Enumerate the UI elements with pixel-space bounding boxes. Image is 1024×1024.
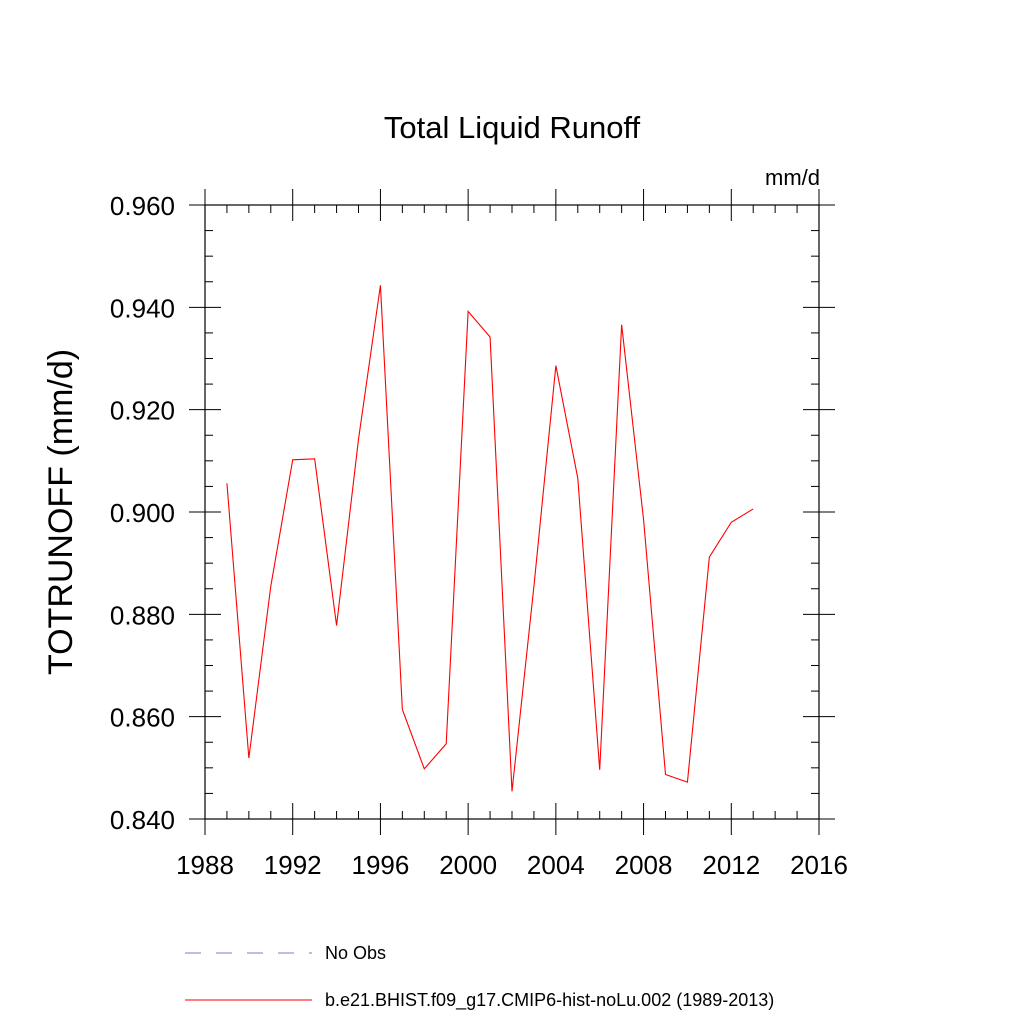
- y-tick-label: 0.880: [110, 600, 175, 630]
- y-tick-label: 0.840: [110, 805, 175, 835]
- legend: No Obs b.e21.BHIST.f09_g17.CMIP6-hist-noL…: [185, 943, 774, 1011]
- x-tick-label: 2000: [439, 850, 497, 880]
- series-layer: [226, 285, 754, 792]
- chart-title: Total Liquid Runoff: [384, 110, 641, 145]
- x-tick-label: 1996: [352, 850, 410, 880]
- axis-ticks: 1988 1992 1996 2000 2004 2008 2012 2016 0.840 0.8…: [110, 189, 848, 880]
- series-line: [226, 285, 754, 792]
- x-tick-label: 2004: [527, 850, 585, 880]
- units-label: mm/d: [765, 165, 820, 190]
- x-tick-label: 1992: [264, 850, 322, 880]
- y-tick-label: 0.940: [110, 293, 175, 323]
- x-tick-label: 1988: [176, 850, 234, 880]
- y-tick-label: 0.900: [110, 498, 175, 528]
- y-tick-label: 0.920: [110, 396, 175, 426]
- legend-label: b.e21.BHIST.f09_g17.CMIP6-hist-noLu.002 …: [325, 990, 774, 1011]
- x-tick-label: 2012: [702, 850, 760, 880]
- y-axis-label: TOTRUNOFF (mm/d): [42, 349, 80, 675]
- x-tick-label: 2016: [790, 850, 848, 880]
- y-tick-label: 0.960: [110, 191, 175, 221]
- legend-label: No Obs: [325, 943, 386, 963]
- plot-frame: [204, 204, 820, 820]
- y-tick-label: 0.860: [110, 703, 175, 733]
- x-tick-label: 2008: [615, 850, 673, 880]
